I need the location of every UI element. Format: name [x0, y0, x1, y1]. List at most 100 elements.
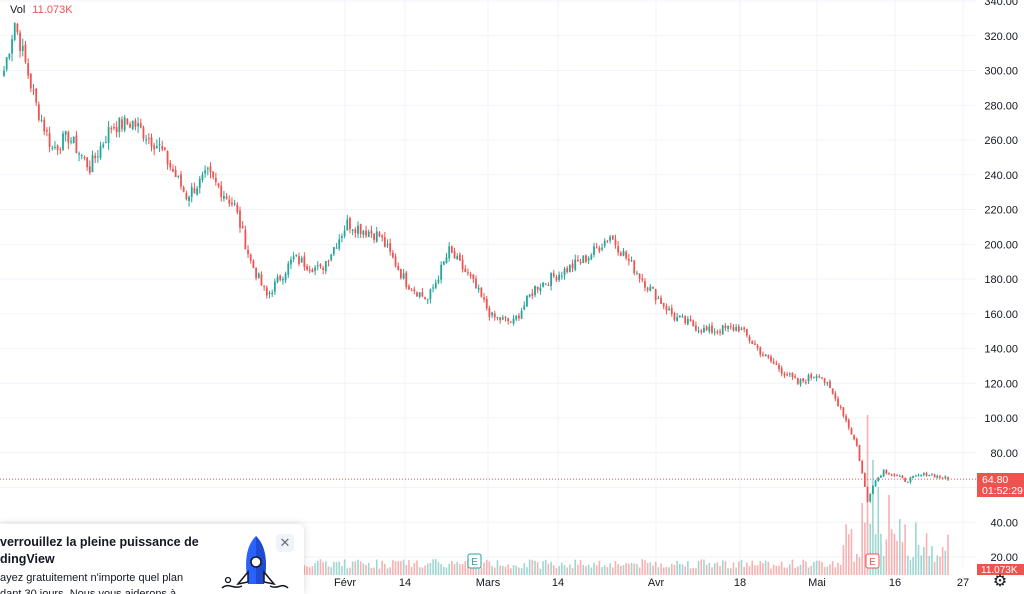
volume-bar [434, 559, 437, 575]
candle-body [370, 230, 373, 234]
candle-body [268, 292, 271, 294]
volume-bar [834, 567, 837, 575]
volume-bar [534, 560, 536, 575]
close-icon[interactable]: ✕ [276, 534, 294, 552]
volume-bar [719, 566, 721, 575]
volume-bar [515, 565, 518, 575]
volume-bar [638, 567, 641, 575]
candle-body [298, 256, 300, 264]
earnings-marker-2[interactable]: E [865, 553, 880, 569]
volume-bar [877, 487, 880, 575]
candle-body [155, 145, 158, 149]
candle-body [373, 233, 375, 240]
candle-body [107, 126, 110, 144]
volume-bar [783, 567, 786, 575]
candle-body [182, 187, 185, 192]
candle-body [472, 274, 475, 280]
candle-body [383, 237, 386, 247]
volume-bar [413, 562, 416, 575]
candle-body [719, 331, 721, 333]
candle-body [354, 229, 357, 234]
candle-body [322, 267, 325, 270]
candle-body [914, 475, 917, 477]
volume-bar [483, 562, 485, 575]
volume-bar [724, 561, 727, 575]
volume-bar [703, 559, 705, 575]
volume-bar [595, 565, 598, 575]
volume-bar [767, 561, 770, 575]
candle-body [80, 155, 83, 157]
volume-bar [646, 562, 649, 575]
volume-bar [335, 562, 338, 575]
candle-body [834, 393, 837, 399]
volume-bar [461, 563, 464, 575]
candle-body [459, 254, 461, 261]
volume-bar [464, 561, 467, 575]
gear-icon[interactable]: ⚙ [992, 573, 1008, 590]
volume-bar [429, 562, 432, 575]
earnings-marker-1[interactable]: E [467, 553, 482, 569]
candle-body [319, 264, 322, 267]
volume-bar [904, 524, 906, 575]
candle-body [94, 155, 97, 159]
volume-bar [856, 553, 858, 575]
volume-bar [890, 529, 893, 575]
volume-bar [354, 561, 357, 575]
volume-bar [893, 533, 896, 575]
candle-body [198, 178, 201, 188]
candle-body [303, 256, 306, 267]
volume-bar [941, 547, 944, 575]
volume-bar [847, 534, 850, 575]
volume-bar [687, 561, 689, 575]
volume-bar [936, 555, 939, 575]
volume-bar [880, 533, 882, 575]
candle-body [574, 259, 577, 270]
candle-body [853, 435, 856, 440]
candle-body [697, 330, 700, 332]
candle-body [212, 171, 215, 178]
candle-body [239, 210, 241, 228]
volume-bar [917, 545, 920, 575]
volume-bar [311, 566, 314, 575]
candle-body [416, 292, 418, 297]
volume-bar [577, 564, 579, 575]
candle-body [633, 260, 636, 274]
volume-bar [928, 555, 931, 575]
volume-bar [558, 566, 560, 575]
candle-body [654, 289, 657, 301]
candle-body [880, 475, 882, 478]
candle-body [488, 308, 491, 317]
candle-body [273, 281, 276, 292]
candle-body [480, 287, 483, 297]
volume-bar [799, 564, 802, 575]
candle-body [19, 32, 21, 52]
candle-body [512, 318, 515, 324]
x-tick-label: Mars [476, 577, 501, 589]
candle-body [287, 263, 290, 275]
candle-body [708, 326, 711, 332]
volume-bar [424, 565, 426, 575]
candle-body [657, 298, 660, 300]
x-tick-label: Avr [648, 577, 665, 589]
candle-body [829, 381, 831, 388]
volume-bar [923, 547, 925, 575]
candle-body [174, 170, 177, 178]
volume-bar [359, 561, 362, 575]
candle-body [346, 219, 349, 231]
candle-body [225, 196, 228, 199]
candle-body [598, 247, 601, 252]
chart-grid [0, 0, 976, 568]
candle-body [56, 145, 59, 150]
volume-bar [751, 560, 754, 575]
y-tick-label: 140.00 [984, 344, 1018, 356]
volume-bar [456, 561, 459, 575]
y-tick-label: 20.00 [990, 552, 1018, 564]
volume-bar [512, 565, 515, 575]
current-price: 64.80 [982, 474, 1008, 486]
candle-body [558, 274, 561, 280]
candle-body [359, 224, 362, 234]
candle-body [509, 321, 512, 323]
candle-body [418, 292, 421, 297]
candle-body [676, 317, 679, 322]
